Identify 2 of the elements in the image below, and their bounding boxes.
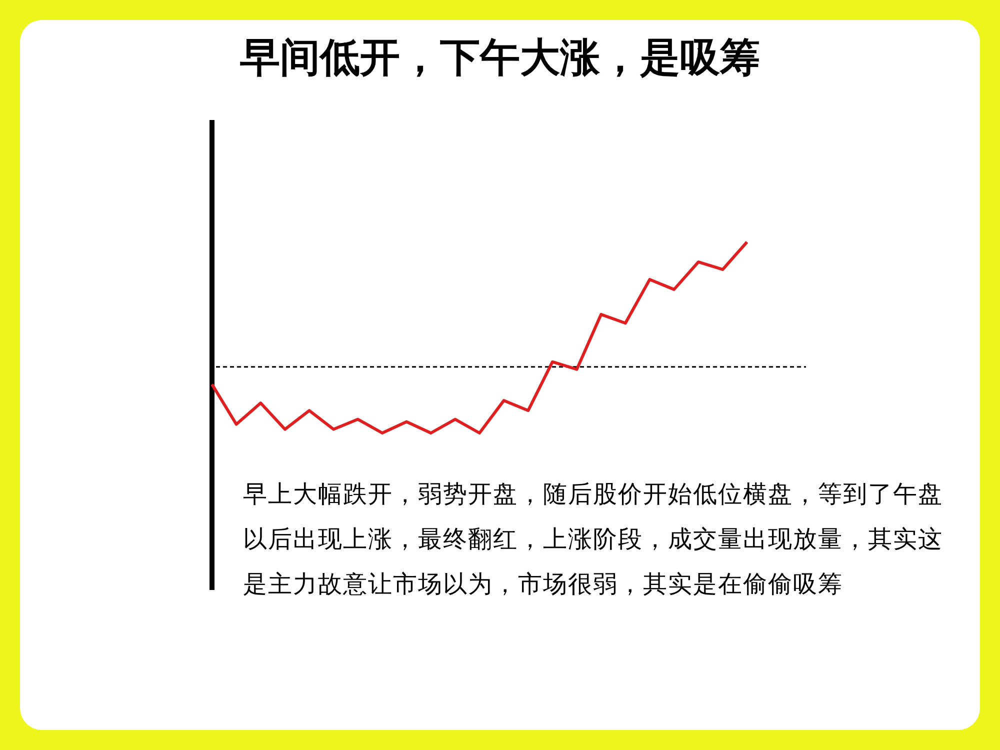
text: 早上大幅跌开，弱势开盘，随后股价开始低位横盘，等到了午盘以后出现上涨，最终翻红，上涨阶段，成交量出现放量，其实这是主力故意让市场以为，市场很弱，其实是在偷偷吸筹 xyxy=(243,479,944,600)
chart-title: 早间低开，下午大涨，是吸筹 xyxy=(239,34,761,83)
